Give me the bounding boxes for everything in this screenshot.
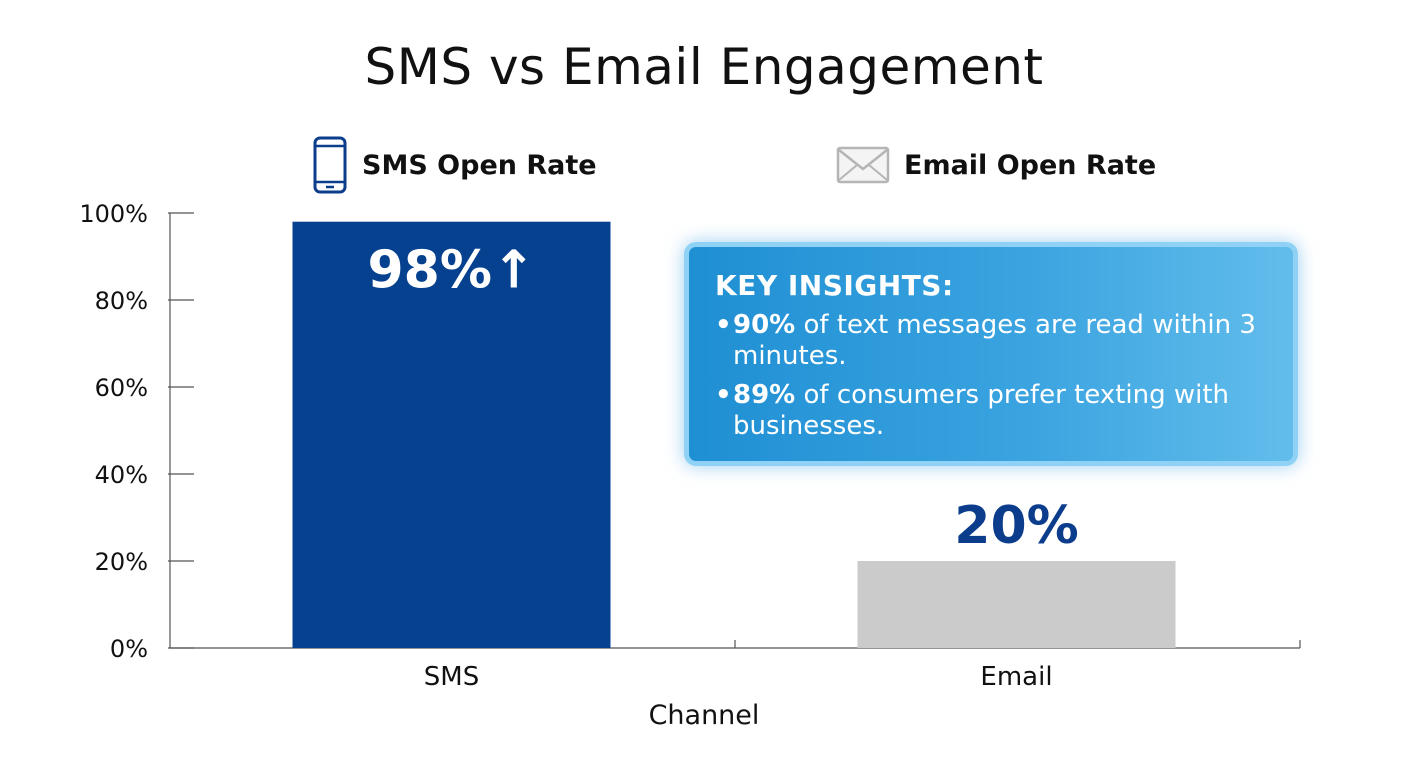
insights-heading: KEY INSIGHTS: <box>715 269 954 302</box>
y-tick-label: 100% <box>79 200 148 228</box>
y-axis: 0% 20% 40% 60% 80% 100% <box>79 200 194 663</box>
legend-label-email: Email Open Rate <box>904 149 1157 181</box>
x-axis-title: Channel <box>648 700 760 731</box>
insight-item: • 89% of consumers prefer texting with b… <box>715 380 1267 442</box>
bar-email <box>857 561 1176 648</box>
x-tick-label: SMS <box>424 662 479 692</box>
insight-body: of consumers prefer texting with busines… <box>733 380 1230 441</box>
data-label-sms: 98%↑ <box>367 241 535 301</box>
insight-highlight: 89% <box>733 380 796 410</box>
data-label-email: 20% <box>954 496 1078 556</box>
bullet: • <box>715 310 732 340</box>
bars <box>292 221 1176 648</box>
legend-item-sms: SMS Open Rate <box>312 133 597 197</box>
bar-sms <box>292 221 611 648</box>
y-tick-label: 40% <box>95 461 148 489</box>
insight-text: 89% of consumers prefer texting with bus… <box>733 380 1267 442</box>
phone-icon <box>313 136 347 194</box>
insight-text: 90% of text messages are read within 3 m… <box>733 310 1267 372</box>
y-tick-label: 80% <box>95 287 148 315</box>
legend-item-email: Email Open Rate <box>836 133 1156 197</box>
legend-label-sms: SMS Open Rate <box>362 149 597 181</box>
x-tick-label: Email <box>980 662 1052 692</box>
chart-title: SMS vs Email Engagement <box>364 38 1044 96</box>
insight-item: • 90% of text messages are read within 3… <box>715 310 1267 372</box>
y-tick-label: 0% <box>110 635 148 663</box>
y-tick-label: 20% <box>95 548 148 576</box>
bar-labels: 98%↑ 20% <box>367 241 1078 556</box>
insight-highlight: 90% <box>733 310 796 340</box>
y-tick-label: 60% <box>95 374 148 402</box>
bullet: • <box>715 380 732 410</box>
envelope-icon <box>836 146 890 184</box>
insight-body: of text messages are read within 3 minut… <box>733 310 1256 371</box>
key-insights-box: KEY INSIGHTS: • 90% of text messages are… <box>684 242 1298 466</box>
